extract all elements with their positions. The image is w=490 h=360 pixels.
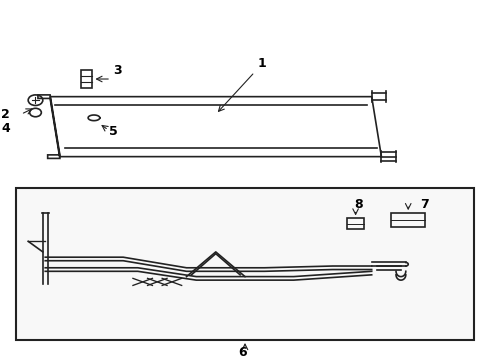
Text: 3: 3 <box>114 64 122 77</box>
Text: 5: 5 <box>109 126 117 139</box>
Text: 2: 2 <box>1 108 10 121</box>
FancyBboxPatch shape <box>16 188 474 340</box>
Text: 7: 7 <box>420 198 429 211</box>
Text: 1: 1 <box>257 57 266 70</box>
Text: 4: 4 <box>1 122 10 135</box>
Text: 8: 8 <box>355 198 363 211</box>
Text: 6: 6 <box>238 346 247 359</box>
